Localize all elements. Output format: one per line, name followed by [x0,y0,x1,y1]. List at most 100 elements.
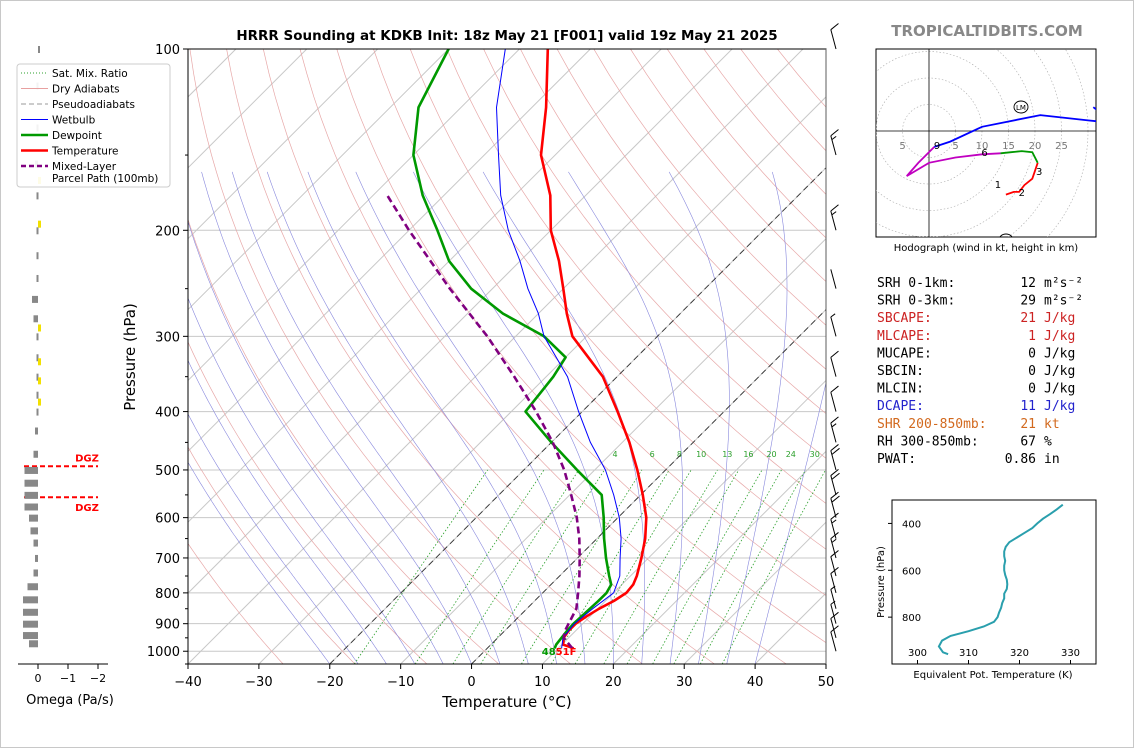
omega-bar [23,621,38,628]
legend-label: Dewpoint [52,130,102,142]
wind-barb-half [831,212,836,215]
omega-bar [23,609,38,616]
index-label: MLCIN: [877,382,924,397]
mixing-ratio-line [521,470,642,664]
theta-e-frame [892,500,1096,664]
chart-title: HRRR Sounding at KDKB Init: 18z May 21 [… [236,28,777,44]
pseudoadiabat [568,172,682,664]
index-label: PWAT: [877,452,916,467]
hodograph-height-label: 3 [1036,167,1042,178]
legend-label-line: Pseudoadiabats [52,99,135,111]
index-unit: kt [1044,417,1060,432]
omega-bar-ascent [38,221,41,228]
x-tick-label: −10 [387,675,414,690]
hodograph-height-label: 6 [981,148,987,159]
x-tick-label: 30 [676,675,693,690]
mixing-ratio-line [415,470,544,664]
dgz-label-bottom: DGZ [75,503,99,514]
wind-barb-staff [831,357,836,376]
mixing-ratio-label: 30 [810,450,820,459]
mixing-ratio-label: 20 [766,450,776,459]
index-unit: m²s⁻² [1044,294,1083,309]
wind-barb [830,205,845,231]
index-label: SRH 0-1km: [877,276,955,291]
mixing-ratio-line [722,470,825,664]
index-value: 21 [1020,311,1036,326]
isotherm-gridline [117,49,732,664]
surface-dewpoint-label: 48 [542,647,556,658]
theta-e-x-label: Equivalent Pot. Temperature (K) [913,670,1072,681]
wind-barb-full [830,386,840,392]
pseudoadiabat [727,172,787,664]
wind-barb-half [831,520,836,523]
mixing-ratio-label: 24 [786,450,796,459]
omega-bar [34,315,39,322]
wind-barb-staff [831,317,836,336]
hodograph-ring-label: 20 [1029,141,1042,152]
index-value: 67 [1020,434,1036,449]
wind-barb [830,386,845,412]
index-value: 0 [1028,364,1036,379]
skewt-axes-frame [188,49,826,664]
wind-barb-half [831,424,836,427]
omega-bar [31,527,39,534]
omega-bar-ascent [38,358,41,365]
omega-bar [37,333,39,340]
y-tick-label: 900 [155,618,180,633]
omega-bar [25,492,39,499]
wind-barb [830,130,845,156]
index-value: 0.86 [1005,452,1036,467]
pseudoadiabat [106,172,358,664]
omega-bar [25,480,39,487]
hodograph-height-label: 2 [1019,188,1025,199]
index-unit: m²s⁻² [1044,276,1083,291]
index-value: 12 [1020,276,1036,291]
y-tick-label: 200 [155,224,180,239]
theta-e-x-tick-label: 300 [908,648,927,659]
y-tick-label: 500 [155,464,180,479]
y-tick-label: 1000 [147,645,180,660]
x-axis-label: Temperature (°C) [441,693,571,711]
hodograph-ring-label: 25 [1055,141,1068,152]
pseudoadiabat [174,172,443,664]
pseudoadiabat [308,172,557,664]
legend-label: Wetbulb [52,115,96,127]
wind-barb [830,601,841,624]
wind-barb-full [830,23,840,29]
omega-bar [35,555,38,562]
index-value: 29 [1020,294,1036,309]
wind-barb-full [830,417,840,423]
index-unit: in [1044,452,1060,467]
legend-label: Temperature [51,146,119,158]
wind-barb [830,532,845,558]
site-watermark: TROPICALTIDBITS.COM [891,22,1083,40]
wind-barb [830,513,845,539]
omega-tick-label: −2 [90,672,106,685]
index-value: 21 [1020,417,1036,432]
omega-bar [29,640,38,647]
wind-barb [830,23,845,49]
index-unit: J/kg [1044,329,1075,344]
wind-barb [831,269,836,288]
wind-barb-staff [831,574,836,593]
mixing-ratio-line [700,470,805,664]
index-unit: J/kg [1044,382,1075,397]
x-tick-label: 0 [467,675,475,690]
index-value: 1 [1028,329,1036,344]
y-tick-label: 300 [155,330,180,345]
mixing-ratio-label: 10 [696,450,706,459]
omega-bar [34,569,39,576]
omega-bar [37,252,39,259]
mixing-ratio-line [674,470,782,664]
dry-adiabat [190,49,571,664]
wind-barb-staff [831,392,836,411]
y-tick-label: 600 [155,512,180,527]
index-unit: J/kg [1044,364,1075,379]
pseudoadiabat [86,172,330,664]
omega-bar [32,296,38,303]
legend-label: Dry Adiabats [52,84,120,96]
index-label: MUCAPE: [877,346,932,361]
wind-barb-full [830,205,840,211]
